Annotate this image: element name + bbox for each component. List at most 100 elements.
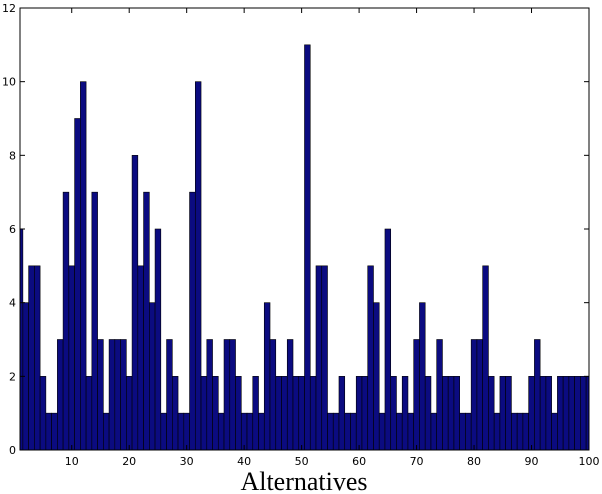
bar [91,191,98,450]
bar [476,339,483,450]
y-tick-label: 8 [9,149,16,162]
bar [68,265,75,450]
bar [321,265,328,450]
y-tick-label: 6 [9,223,16,236]
bar [269,339,277,450]
bar [131,155,139,450]
bar [246,412,254,450]
bar [315,265,323,450]
bar [229,339,236,450]
bar [557,376,564,450]
y-tick-label: 2 [9,370,16,383]
bar [401,376,409,450]
bar [85,376,93,450]
bar [493,412,501,450]
bar [108,339,116,450]
bar [361,376,369,450]
bar [120,339,127,450]
x-tick-label: 30 [180,455,194,468]
bar [57,339,64,450]
bar [344,412,351,450]
x-tick-label: 50 [295,455,309,468]
bar [327,412,334,450]
bar [585,376,589,450]
bar [378,412,386,450]
bar [206,339,213,450]
bar [143,191,150,450]
bar [459,412,466,450]
bar [51,412,58,450]
bar [470,339,478,450]
y-tick-label: 4 [9,297,16,310]
bar [367,265,374,450]
bar [419,302,426,450]
bar [528,376,535,450]
bars [20,44,589,450]
bar [80,81,87,450]
bar [258,412,265,450]
x-tick-label: 70 [410,455,424,468]
x-tick-label: 80 [467,455,481,468]
bar [384,228,392,450]
bar [580,376,587,450]
bar [562,376,570,450]
bar [149,302,156,450]
x-axis-label: Alternatives [240,467,367,494]
x-tick-label: 100 [579,455,600,468]
bar [332,412,340,450]
bar [34,265,41,450]
bar [304,44,311,450]
bar [263,302,271,450]
y-tick-label: 0 [9,444,16,457]
bar [103,412,110,450]
bar [172,376,179,450]
y-tick-label: 12 [2,2,16,15]
bar [286,339,294,450]
bar [355,376,363,450]
bar [281,376,288,450]
bar [424,376,432,450]
bar [338,376,346,450]
bar [309,376,317,450]
y-tick-label: 10 [2,76,16,89]
bar [545,376,552,450]
bar [235,376,242,450]
bar [217,412,225,450]
x-tick-label: 40 [237,455,251,468]
x-tick-label: 10 [65,455,79,468]
bar [465,412,472,450]
bar [292,376,300,450]
bar [534,339,541,450]
bar [200,376,208,450]
bar [137,265,144,450]
bar [212,376,219,450]
bar [499,376,506,450]
bar [436,339,443,450]
bar [574,376,581,450]
bar [28,265,35,450]
bar [568,376,575,450]
bar [390,376,397,450]
bar [516,412,524,450]
bar [183,412,190,450]
bar [177,412,185,450]
bar [407,412,415,450]
bar [189,191,196,450]
bar [39,376,47,450]
bar [252,376,259,450]
bar [539,376,547,450]
bar [114,339,121,450]
bar [74,118,81,450]
bar [430,412,437,450]
bar [223,339,231,450]
x-tick-label: 90 [525,455,539,468]
bar [275,376,282,450]
bar [522,412,529,450]
bar [62,191,70,450]
bar [396,412,403,450]
x-tick-label: 60 [352,455,366,468]
bar [194,81,202,450]
x-tick-label: 20 [122,455,136,468]
bar [97,339,104,450]
